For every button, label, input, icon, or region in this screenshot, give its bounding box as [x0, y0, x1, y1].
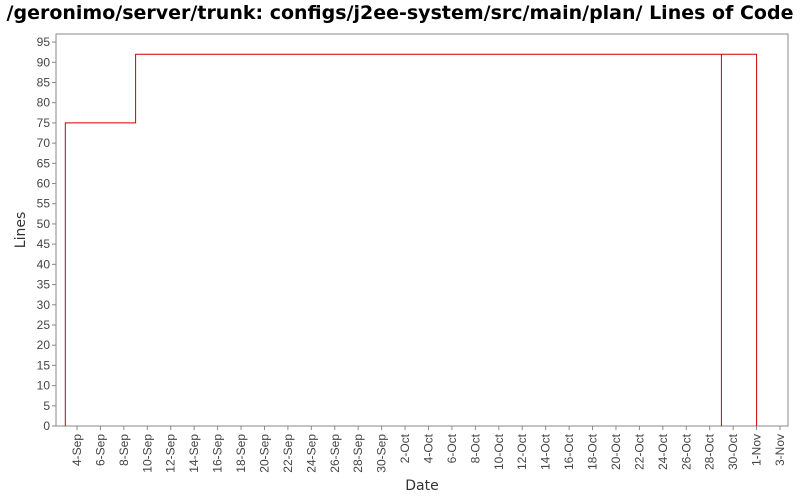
x-tick-label: 28-Sep [351, 434, 365, 473]
x-tick-label: 4-Sep [70, 434, 84, 466]
x-tick-label: 22-Sep [281, 434, 295, 473]
y-tick-label: 10 [37, 379, 51, 393]
x-tick-label: 10-Oct [492, 433, 506, 470]
y-tick-label: 95 [37, 35, 51, 49]
plot-area [55, 33, 789, 427]
x-tick-label: 12-Oct [515, 433, 529, 470]
y-tick-label: 75 [37, 116, 51, 130]
x-tick-label: 22-Oct [632, 433, 646, 470]
x-tick-label: 4-Oct [422, 433, 436, 463]
y-tick-label: 30 [37, 298, 51, 312]
x-tick-label: 6-Oct [445, 433, 459, 463]
series-line-lines [64, 53, 758, 426]
y-tick-label: 55 [37, 197, 51, 211]
x-tick-label: 18-Sep [234, 434, 248, 473]
y-tick-label: 45 [37, 237, 51, 251]
y-tick-label: 5 [43, 399, 50, 413]
y-tick-label: 25 [37, 318, 51, 332]
x-tick-label: 16-Sep [211, 434, 225, 473]
x-tick-label: 6-Sep [93, 434, 107, 466]
y-tick-label: 90 [37, 55, 51, 69]
x-tick-label: 2-Oct [398, 433, 412, 463]
x-tick-label: 12-Sep [164, 434, 178, 473]
x-tick-label: 16-Oct [562, 433, 576, 470]
x-tick-label: 8-Oct [468, 433, 482, 463]
y-tick-label: 85 [37, 75, 51, 89]
x-tick-label: 20-Oct [609, 433, 623, 470]
x-axis: 4-Sep 6-Sep 8-Sep 10-Sep 12-Sep 14-Sep 16-Sep 1… [70, 426, 787, 473]
y-tick-label: 80 [37, 96, 51, 110]
y-axis-label: Lines [13, 212, 29, 248]
y-tick-label: 65 [37, 156, 51, 170]
x-tick-label: 30-Sep [375, 434, 389, 473]
x-tick-label: 14-Sep [187, 434, 201, 473]
y-tick-label: 70 [37, 136, 51, 150]
y-axis: 0 5 10 15 20 25 30 35 40 45 50 55 60 65 70 75 80 85 90 95 [37, 35, 56, 433]
y-tick-label: 35 [37, 278, 51, 292]
x-tick-label: 1-Nov [750, 434, 764, 466]
y-tick-label: 40 [37, 257, 51, 271]
x-tick-label: 10-Sep [140, 434, 154, 473]
x-axis-label: Date [405, 478, 438, 494]
x-tick-label: 8-Sep [117, 434, 131, 466]
x-tick-label: 26-Sep [328, 434, 342, 473]
y-tick-label: 15 [37, 358, 51, 372]
x-tick-label: 24-Oct [656, 433, 670, 470]
x-tick-label: 20-Sep [257, 434, 271, 473]
y-tick-label: 20 [37, 338, 51, 352]
x-tick-label: 30-Oct [726, 433, 740, 470]
x-tick-label: 24-Sep [304, 434, 318, 473]
x-tick-label: 14-Oct [539, 433, 553, 470]
x-tick-label: 3-Nov [773, 434, 787, 466]
x-tick-label: 18-Oct [586, 433, 600, 470]
y-tick-label: 60 [37, 177, 51, 191]
x-tick-label: 26-Oct [679, 433, 693, 470]
chart-title: /geronimo/server/trunk: configs/j2ee-sys… [6, 2, 794, 24]
y-tick-label: 50 [37, 217, 51, 231]
x-tick-label: 28-Oct [703, 433, 717, 470]
y-tick-label: 0 [43, 419, 50, 433]
